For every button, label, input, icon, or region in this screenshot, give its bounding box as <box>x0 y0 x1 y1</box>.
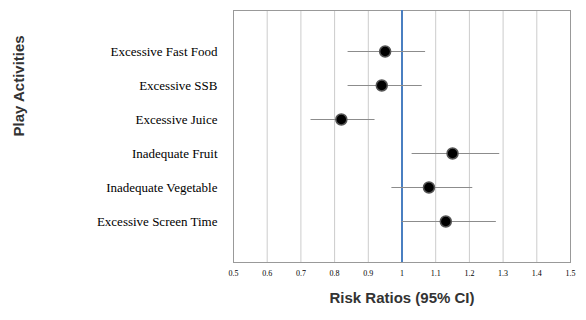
svg-text:0.6: 0.6 <box>262 269 272 278</box>
svg-text:Risk Ratios (95% CI): Risk Ratios (95% CI) <box>329 289 474 306</box>
svg-text:Excessive Fast Food: Excessive Fast Food <box>111 44 218 59</box>
svg-text:Inadequate Fruit: Inadequate Fruit <box>132 146 218 161</box>
svg-text:0.9: 0.9 <box>363 269 373 278</box>
svg-text:0.5: 0.5 <box>229 269 239 278</box>
svg-text:1.5: 1.5 <box>566 269 576 278</box>
svg-text:1.4: 1.4 <box>532 269 542 278</box>
svg-text:0.7: 0.7 <box>296 269 306 278</box>
svg-text:Excessive SSB: Excessive SSB <box>139 78 218 93</box>
svg-text:1: 1 <box>400 269 404 278</box>
svg-text:1.1: 1.1 <box>431 269 441 278</box>
svg-text:Excessive Juice: Excessive Juice <box>136 112 218 127</box>
svg-text:0.8: 0.8 <box>330 269 340 278</box>
svg-text:1.2: 1.2 <box>464 269 474 278</box>
svg-text:Inadequate Vegetable: Inadequate Vegetable <box>106 180 218 195</box>
svg-text:Play Activities: Play Activities <box>10 35 27 136</box>
svg-text:Excessive Screen Time: Excessive Screen Time <box>97 214 218 229</box>
svg-text:1.3: 1.3 <box>498 269 508 278</box>
